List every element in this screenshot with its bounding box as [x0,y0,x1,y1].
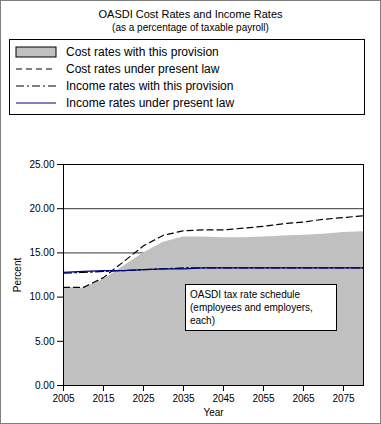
svg-text:15.00: 15.00 [29,247,54,258]
svg-text:2065: 2065 [292,393,315,404]
svg-text:Percent: Percent [12,258,23,293]
svg-text:2005: 2005 [52,393,75,404]
html-text:OASDI tax rate schedule (emplo: OASDI tax rate schedule (employees and e… [190,289,313,326]
svg-text:2055: 2055 [252,393,275,404]
svg-text:5.00: 5.00 [35,336,55,347]
svg-text:10.00: 10.00 [29,291,54,302]
html-text:Cost rates with this provision: Cost rates with this provision [66,44,219,59]
html-text:OASDI Cost Rates and Income Ra: OASDI Cost Rates and Income Rates [98,8,283,20]
html-text:Income rates under present law: Income rates under present law [66,95,235,110]
svg-text:Year: Year [203,407,224,418]
svg-text:25.00: 25.00 [29,159,54,170]
html-text:Income rates with this provisi: Income rates with this provision [66,78,234,93]
svg-text:2035: 2035 [172,393,195,404]
html-text:Cost rates under present law: Cost rates under present law [66,61,220,76]
svg-text:2075: 2075 [332,393,355,404]
svg-text:20.00: 20.00 [29,203,54,214]
svg-text:2015: 2015 [92,393,115,404]
svg-text:0.00: 0.00 [35,380,55,391]
svg-text:2045: 2045 [212,393,235,404]
svg-text:2025: 2025 [132,393,155,404]
html-text:(as a percentage of taxable pa: (as a percentage of taxable payroll) [112,22,269,33]
